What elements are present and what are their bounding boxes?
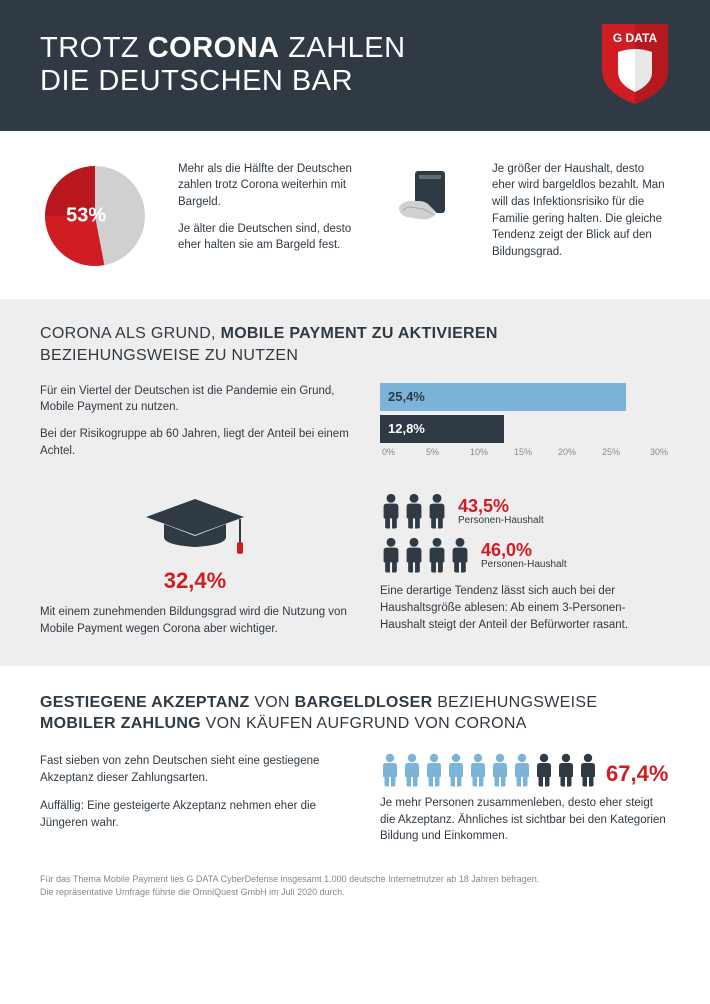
person-icon (424, 753, 444, 787)
person-icon (426, 493, 448, 529)
section-mobile-payment: CORONA ALS GRUND, MOBILE PAYMENT ZU AKTI… (0, 299, 710, 666)
household-label: Personen-Haushalt (481, 559, 567, 570)
section3-heading: GESTIEGENE AKZEPTANZ VON BARGELDLOSER BE… (40, 692, 670, 735)
section1-text-right: Je größer der Haushalt, desto eher wird … (492, 161, 670, 271)
bar-row: 12,8% (380, 415, 670, 443)
heading-part: GESTIEGENE AKZEPTANZ (40, 694, 250, 711)
paragraph: Je älter die Deutschen sind, desto eher … (178, 221, 356, 254)
heading-part: CORONA ALS GRUND, (40, 325, 221, 342)
graduation-cap-icon (40, 493, 350, 562)
person-icon (446, 753, 466, 787)
household-label: Personen-Haushalt (458, 515, 544, 526)
bar-axis: 0%5%10%15%20%25%30% (380, 447, 670, 457)
heading-part: BEZIEHUNGSWEISE (432, 694, 597, 711)
heading-part: VON KÄUFEN AUFGRUND VON CORONA (201, 715, 527, 732)
household-stat: 43,5% Personen-Haushalt (458, 497, 544, 526)
title-part: TROTZ (40, 32, 148, 64)
section-cash-payment: 53% Mehr als die Hälfte der Deutschen za… (0, 131, 710, 299)
logo-text: G DATA (613, 31, 658, 45)
household-percent: 43,5% (458, 497, 544, 515)
title-part-bold: CORONA (148, 32, 280, 64)
bar: 25,4% (380, 383, 626, 411)
person-icon (490, 753, 510, 787)
card-payment-icon (384, 161, 464, 271)
paragraph: Auffällig: Eine gesteigerte Akzeptanz ne… (40, 798, 350, 831)
person-icon (468, 753, 488, 787)
footer: Für das Thema Mobile Payment lies G DATA… (0, 865, 710, 898)
household-block: 43,5% Personen-Haushalt 46,0% Personen-H… (380, 493, 670, 637)
gdata-logo: G DATA (600, 22, 670, 111)
heading-part-bold: MOBILE PAYMENT ZU AKTIVIEREN (221, 325, 498, 342)
donut-percent-label: 53% (66, 204, 106, 227)
person-icon (556, 753, 576, 787)
person-icon (512, 753, 532, 787)
household-text: Eine derartige Tendenz lässt sich auch b… (380, 583, 670, 633)
heading-part: MOBILER ZAHLUNG (40, 715, 201, 732)
section3-people-chart: 67,4% Je mehr Personen zusammenleben, de… (380, 753, 670, 845)
axis-tick: 0% (382, 447, 426, 457)
person-icon (403, 537, 425, 573)
axis-tick: 15% (514, 447, 558, 457)
axis-tick: 10% (470, 447, 514, 457)
person-icon (380, 537, 402, 573)
person-icon (534, 753, 554, 787)
person-icon (380, 493, 402, 529)
bar: 12,8% (380, 415, 504, 443)
heading-part: VON (250, 694, 295, 711)
section3-text-right: Je mehr Personen zusammenleben, desto eh… (380, 795, 670, 845)
person-icon (426, 537, 448, 573)
axis-tick: 25% (602, 447, 646, 457)
footer-line: Für das Thema Mobile Payment lies G DATA… (40, 873, 670, 886)
title-part: ZAHLEN (280, 32, 406, 64)
education-percent: 32,4% (40, 568, 350, 594)
person-icon (578, 753, 598, 787)
axis-tick: 20% (558, 447, 602, 457)
household-row: 43,5% Personen-Haushalt (380, 493, 670, 529)
title-part: DIE DEUTSCHEN BAR (40, 65, 353, 97)
section2-intro-text: Für ein Viertel der Deutschen ist die Pa… (40, 383, 350, 470)
person-icon (449, 537, 471, 573)
person-icon (403, 493, 425, 529)
bar-row: 25,4% (380, 383, 670, 411)
header: TROTZ CORONA ZAHLEN DIE DEUTSCHEN BAR G … (0, 0, 710, 131)
axis-tick: 30% (646, 447, 668, 457)
acceptance-percent: 67,4% (606, 761, 668, 787)
paragraph: Bei der Risikogruppe ab 60 Jahren, liegt… (40, 426, 350, 459)
person-icon (402, 753, 422, 787)
footer-line: Die repräsentative Umfrage führte die Om… (40, 886, 670, 899)
section2-subheading: BEZIEHUNGSWEISE ZU NUTZEN (40, 347, 670, 365)
donut-chart: 53% (40, 161, 150, 271)
household-stat: 46,0% Personen-Haushalt (481, 541, 567, 570)
page-title: TROTZ CORONA ZAHLEN DIE DEUTSCHEN BAR (40, 32, 670, 99)
heading-part: BARGELDLOSER (295, 694, 433, 711)
paragraph: Mehr als die Hälfte der Deutschen zahlen… (178, 161, 356, 211)
section3-text-left: Fast sieben von zehn Deutschen sieht ein… (40, 753, 350, 845)
education-block: 32,4% Mit einem zunehmenden Bildungsgrad… (40, 493, 350, 637)
bar-chart: 25,4% 12,8% 0%5%10%15%20%25%30% (380, 383, 670, 470)
paragraph: Für ein Viertel der Deutschen ist die Pa… (40, 383, 350, 416)
paragraph: Fast sieben von zehn Deutschen sieht ein… (40, 753, 350, 786)
paragraph: Je größer der Haushalt, desto eher wird … (492, 161, 670, 261)
axis-tick: 5% (426, 447, 470, 457)
section-acceptance: GESTIEGENE AKZEPTANZ VON BARGELDLOSER BE… (0, 666, 710, 865)
section1-text-left: Mehr als die Hälfte der Deutschen zahlen… (178, 161, 356, 271)
household-percent: 46,0% (481, 541, 567, 559)
education-text: Mit einem zunehmenden Bildungsgrad wird … (40, 604, 350, 637)
person-icon (380, 753, 400, 787)
household-row: 46,0% Personen-Haushalt (380, 537, 670, 573)
section2-heading: CORONA ALS GRUND, MOBILE PAYMENT ZU AKTI… (40, 325, 670, 343)
